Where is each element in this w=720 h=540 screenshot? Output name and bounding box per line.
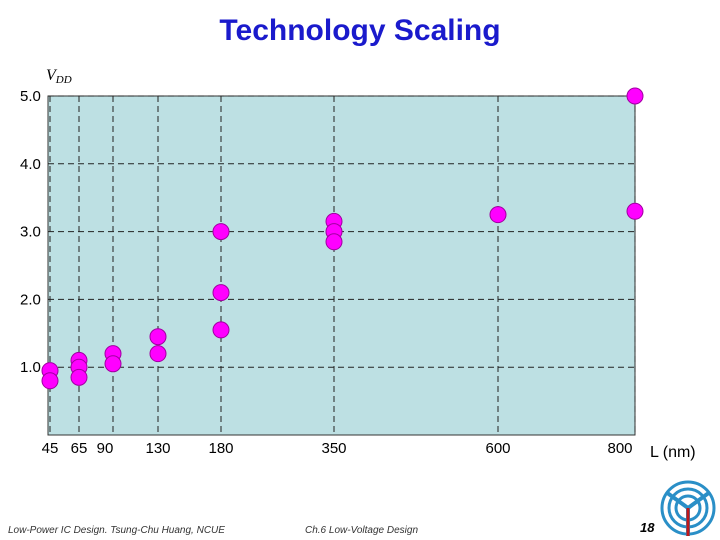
data-point — [104, 355, 122, 373]
x-tick-label: 45 — [42, 440, 59, 457]
data-point — [212, 284, 230, 302]
data-point — [626, 87, 644, 105]
data-point — [212, 223, 230, 241]
y-tick-labels: 1.0 2.0 3.0 4.0 5.0 — [20, 88, 41, 376]
x-tick-label: 130 — [145, 440, 170, 457]
plot-area — [47, 95, 636, 436]
x-tick-label: 350 — [321, 440, 346, 457]
data-point — [149, 345, 167, 363]
y-tick-label: 2.0 — [20, 291, 41, 308]
x-tick-label: 65 — [71, 440, 88, 457]
page-number: 18 — [640, 520, 655, 535]
data-point — [489, 206, 507, 224]
y-tick-label: 3.0 — [20, 224, 41, 241]
x-axis-label: L (nm) — [650, 444, 696, 461]
data-point — [212, 321, 230, 339]
data-point — [626, 202, 644, 220]
y-tick-label: 4.0 — [20, 156, 41, 173]
data-point — [149, 328, 167, 346]
footer-author: Low-Power IC Design. Tsung-Chu Huang, NC… — [8, 525, 225, 536]
data-points — [41, 87, 644, 390]
y-tick-label: 5.0 — [20, 88, 41, 105]
university-logo-icon — [660, 480, 716, 536]
data-point — [41, 372, 59, 390]
y-axis-label: VDD — [46, 67, 72, 86]
x-tick-label: 600 — [485, 440, 510, 457]
footer-chapter: Ch.6 Low-Voltage Design — [305, 525, 419, 536]
axis-labels: VDD L (nm) — [46, 67, 696, 461]
data-point — [70, 368, 88, 386]
x-tick-label: 90 — [97, 440, 114, 457]
x-tick-label: 800 — [607, 440, 632, 457]
x-tick-label: 180 — [208, 440, 233, 457]
x-tick-labels: 45 65 90 130 180 350 600 800 — [42, 440, 633, 457]
y-tick-label: 1.0 — [20, 359, 41, 376]
data-point — [325, 233, 343, 251]
page-title: Technology Scaling — [219, 14, 501, 47]
